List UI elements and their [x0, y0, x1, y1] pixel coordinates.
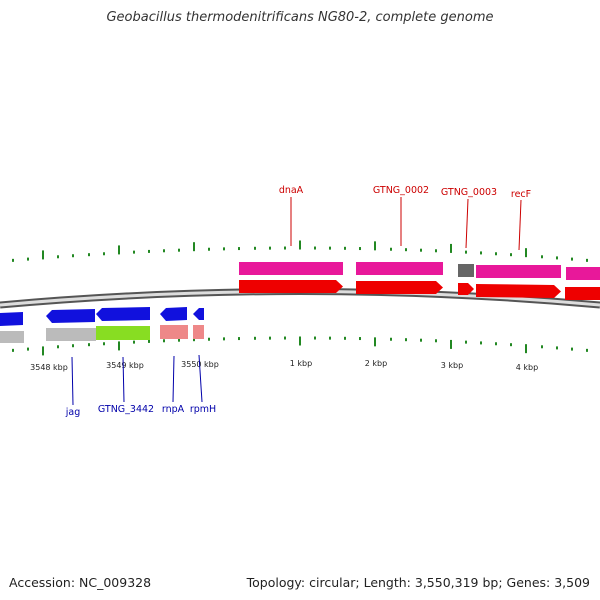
tick-label-4kbp: 4 kbp: [516, 363, 538, 372]
gene-rpmH[interactable]: [193, 308, 204, 320]
label-rnpA[interactable]: rnpA: [162, 404, 185, 415]
map-title: Geobacillus thermodenitrificans NG80-2, …: [106, 10, 494, 25]
accession-label: Accession: NC_009328: [9, 575, 152, 590]
cds-GTNG_3442[interactable]: [96, 326, 150, 340]
tick-label-1kbp: 1 kbp: [290, 359, 312, 368]
cds-next[interactable]: [565, 287, 600, 300]
gene-jag[interactable]: [46, 309, 95, 323]
label-recF[interactable]: recF: [511, 189, 531, 200]
topology-summary: Topology: circular; Length: 3,550,319 bp…: [246, 575, 590, 590]
gene-GTNG_3442[interactable]: [96, 307, 150, 321]
leader-jag: [71, 356, 74, 406]
bottom-tick-row: [12, 336, 588, 356]
leader-GTNG_0003: [465, 198, 469, 249]
label-dnaA[interactable]: dnaA: [279, 185, 304, 196]
label-jag[interactable]: jag: [65, 407, 81, 418]
tick-label-3548kbp: 3548 kbp: [30, 363, 68, 372]
leader-rpmH: [198, 354, 203, 403]
gene-rnpA[interactable]: [160, 307, 187, 321]
label-rpmH[interactable]: rpmH: [190, 404, 216, 415]
tick-label-3549kbp: 3549 kbp: [106, 361, 144, 370]
cds-rnpA[interactable]: [160, 325, 188, 339]
top-tick-row: [12, 240, 588, 262]
label-GTNG_0003[interactable]: GTNG_0003: [441, 187, 497, 198]
cds-jag[interactable]: [46, 328, 96, 341]
cds-GTNG_0002[interactable]: [356, 281, 443, 294]
tick-label-2kbp: 2 kbp: [365, 359, 387, 368]
leader-rnpA: [172, 355, 175, 403]
label-GTNG_0002[interactable]: GTNG_0002: [373, 185, 429, 196]
label-GTNG_3442[interactable]: GTNG_3442: [98, 404, 154, 415]
gene-next[interactable]: [566, 267, 600, 280]
cds-dnaA[interactable]: [239, 280, 343, 293]
cds-GTNG_0003[interactable]: [458, 283, 474, 295]
leader-GTNG_3442: [122, 356, 125, 403]
gene-recF[interactable]: [476, 265, 561, 278]
tick-label-3kbp: 3 kbp: [441, 361, 463, 370]
gene-dnaA[interactable]: [239, 262, 343, 275]
gene-GTNG_0002[interactable]: [356, 262, 443, 275]
leader-recF: [518, 199, 522, 251]
cds-rpmH[interactable]: [193, 325, 204, 339]
cds-left-edge[interactable]: [0, 331, 24, 343]
gene-left-edge[interactable]: [0, 312, 23, 326]
gene-GTNG_0003[interactable]: [458, 264, 474, 277]
cds-recF[interactable]: [476, 284, 561, 298]
